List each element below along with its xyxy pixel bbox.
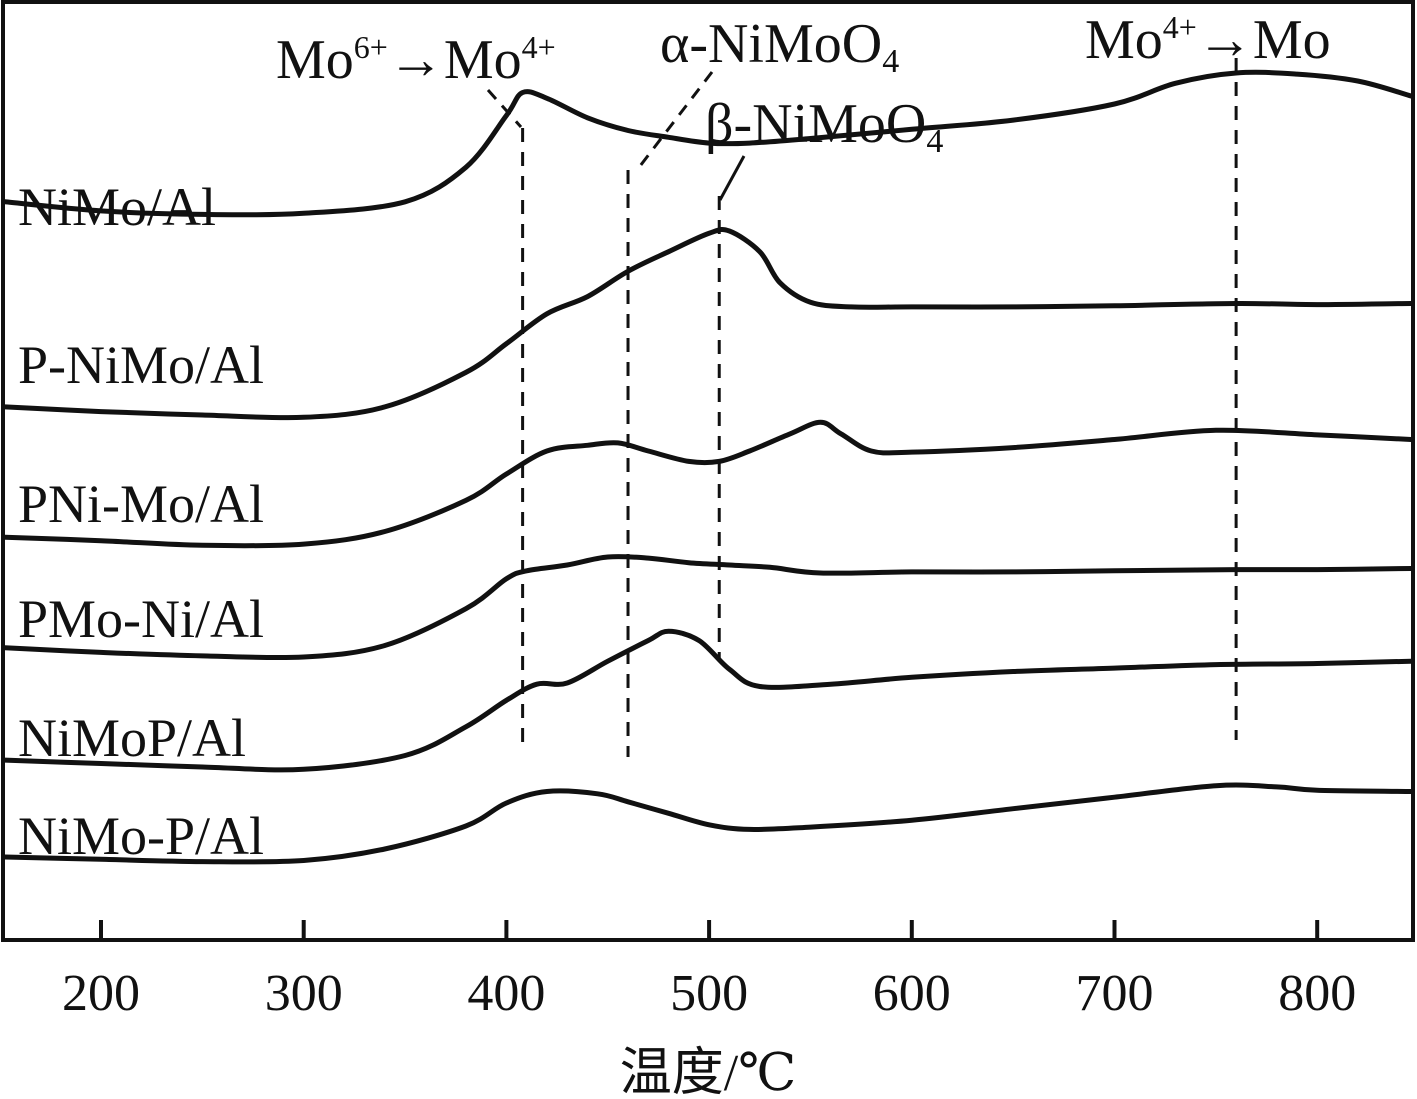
x-tick-label-800: 800: [1278, 965, 1356, 1022]
x-tick-label-200: 200: [62, 965, 140, 1022]
leader-alpha: [635, 71, 714, 171]
leader-mo6-mo4: [486, 89, 523, 128]
series-label-p-nimo-al: P-NiMo/Al: [18, 335, 264, 395]
x-tick-label-400: 400: [467, 965, 545, 1022]
annotation-leaders: [486, 71, 746, 201]
leader-beta: [718, 155, 746, 201]
reference-lines: [521, 58, 1238, 757]
series-line-p-nimo-al: [2, 226, 1414, 421]
x-tick-label-700: 700: [1076, 965, 1154, 1022]
x-axis-ticks: 200 300 400 500 600 700 800: [62, 920, 1356, 1022]
series-line-pni-mo-al: [2, 419, 1414, 549]
series-label-nimop-al: NiMoP/Al: [18, 708, 246, 768]
x-tick-label-500: 500: [670, 965, 748, 1022]
x-axis-label: 温度/℃: [620, 1045, 797, 1099]
series-labels: NiMo/Al P-NiMo/Al PNi-Mo/Al PMo-Ni/Al NiMoP/…: [18, 177, 264, 866]
series-label-pmo-ni-al: PMo-Ni/Al: [18, 589, 264, 649]
series-label-nimo-p-al: NiMo-P/Al: [18, 806, 264, 866]
series-label-nimo-al: NiMo/Al: [18, 177, 216, 237]
series-line-pmo-ni-al: [2, 554, 1414, 661]
annotation-mo4-mo: Mo4+→Mo: [1085, 9, 1331, 71]
plot-frame: [1, 0, 1415, 942]
x-tick-label-600: 600: [873, 965, 951, 1022]
series-label-pni-mo-al: PNi-Mo/Al: [18, 474, 264, 534]
series-line-nimo-al: [2, 69, 1414, 218]
annotation-beta-nimoo4: β-NiMoO4: [705, 93, 943, 160]
series-line-nimop-al: [2, 628, 1414, 773]
series-lines: [2, 69, 1414, 865]
series-line-nimo-p-al: [2, 782, 1414, 865]
x-tick-label-300: 300: [265, 965, 343, 1022]
annotation-alpha-nimoo4: α-NiMoO4: [660, 13, 899, 80]
annotation-mo6-mo4: Mo6+→Mo4+: [276, 29, 556, 91]
